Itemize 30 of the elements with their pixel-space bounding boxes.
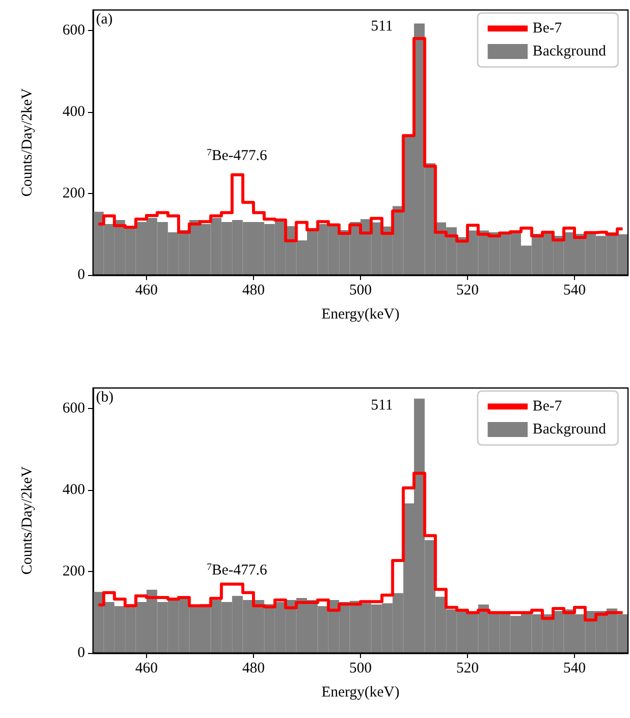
x-tick-label: 520 [456,660,479,676]
y-tick-label: 200 [62,563,85,580]
y-tick-label: 400 [62,104,85,120]
x-tick-label: 500 [349,282,372,298]
x-tick-label: 460 [135,660,158,676]
x-tick-label: 460 [135,282,158,298]
annotation: (b) [96,390,114,406]
y-tick-label: 0 [78,645,85,661]
y-axis-title: Counts/Day/2keV [20,466,36,575]
y-tick-label: 600 [62,22,85,38]
x-tick-label: 480 [242,282,265,298]
x-axis-title: Energy(keV) [321,684,400,700]
x-tick-label: 500 [349,660,372,676]
x-tick-label: 520 [456,282,479,298]
y-tick-label: 200 [62,185,85,202]
annotation: 511 [370,18,393,34]
y-axis-title: Counts/Day/2keV [20,88,36,197]
y-tick-label: 400 [62,482,85,498]
x-tick-label: 480 [242,660,265,676]
annotation: 511 [370,398,393,414]
y-tick-label: 0 [78,267,85,283]
legend-label: Background [532,422,606,438]
legend-label: Be-7 [532,398,562,414]
legend-label: Background [532,44,606,60]
legend-label: Be-7 [532,20,562,36]
annotation: (a) [96,12,113,28]
x-tick-label: 540 [563,660,586,676]
x-tick-label: 540 [563,282,586,298]
x-axis-title: Energy(keV) [321,306,400,322]
y-tick-label: 600 [62,400,85,416]
